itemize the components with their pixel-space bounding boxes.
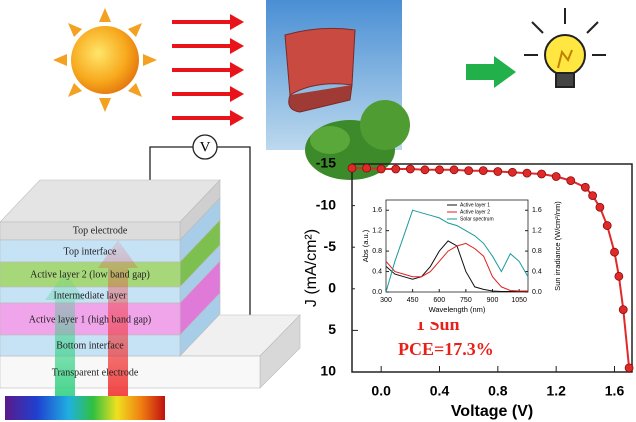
x-tick-label: 300 — [380, 297, 392, 304]
y2-tick-label: 0.8 — [532, 248, 542, 255]
y-tick-label: 0.8 — [372, 248, 382, 255]
spectrum-bar — [5, 396, 165, 420]
data-point — [478, 166, 488, 176]
light-beams — [45, 240, 138, 398]
y-tick-label: 10 — [320, 363, 336, 379]
sun-icon — [53, 8, 157, 112]
data-point — [614, 271, 624, 281]
annotation: PCE=17.3% — [398, 339, 494, 359]
data-point — [376, 164, 386, 174]
layer-label: Top electrode — [73, 225, 128, 236]
x-axis-label: Voltage (V) — [451, 403, 533, 420]
data-point — [580, 182, 590, 192]
voltmeter-label: V — [200, 139, 211, 155]
data-point — [588, 191, 598, 201]
y-tick-label: 0.0 — [372, 289, 382, 296]
plot-frame — [351, 163, 633, 373]
x-tick-label: 600 — [433, 297, 445, 304]
y-tick-label: 1.2 — [372, 228, 382, 235]
layer-label: Intermediate layer — [53, 290, 127, 301]
y2-tick-label: 0.0 — [532, 289, 542, 296]
x-tick-label: 1050 — [511, 297, 527, 304]
legend-label: Active layer 1 — [460, 202, 490, 208]
layer-label: Transparent electrode — [52, 367, 139, 378]
output-arrow — [466, 56, 516, 88]
legend-label: Solar spectrum — [460, 216, 494, 222]
data-point — [522, 168, 532, 178]
x-tick-label: 0.8 — [488, 383, 508, 399]
x-tick-label: 1.6 — [605, 383, 625, 399]
data-point — [537, 169, 546, 179]
y-tick-label: 0 — [328, 280, 336, 296]
data-point — [391, 164, 401, 174]
data-point — [610, 247, 619, 257]
x-tick-label: 750 — [460, 297, 472, 304]
legend-label: Active layer 2 — [460, 209, 490, 215]
x-tick-label: 0.4 — [430, 383, 450, 399]
data-point — [566, 176, 576, 186]
y2-tick-label: 1.2 — [532, 228, 542, 235]
x-tick-label: 0.0 — [371, 383, 391, 399]
data-line — [385, 209, 529, 293]
charts: 0.0 0.4 0.8 1.2 1.6 -15 -10 -5 0 5 10 Voltage (V) J … — [303, 155, 634, 420]
y2-tick-label: 1.6 — [532, 207, 542, 214]
y-tick-label: -5 — [324, 238, 337, 254]
data-line — [385, 242, 528, 292]
layer-label: Active layer 1 (high band gap) — [29, 314, 151, 325]
x-axis-label: Wavelength (nm) — [429, 305, 486, 314]
y-axis-label: J (mA/cm²) — [303, 229, 320, 307]
layer-label: Active layer 2 (low band gap) — [30, 269, 150, 280]
layer-label: Top interface — [64, 246, 117, 257]
y-tick-label: -15 — [316, 155, 336, 171]
data-point — [420, 165, 430, 175]
circuit — [149, 134, 251, 320]
y2-tick-label: 0.4 — [532, 268, 542, 275]
inset-background — [355, 190, 573, 322]
device-stack — [0, 179, 301, 389]
data-point — [362, 163, 371, 173]
bulb-icon — [524, 8, 606, 88]
data-point — [347, 163, 357, 173]
device-photo — [266, 0, 410, 180]
data-point — [449, 165, 459, 175]
data-point — [435, 165, 444, 175]
x-tick-label: 900 — [487, 297, 499, 304]
data-point — [405, 164, 415, 174]
data-point — [508, 167, 517, 177]
layer-label: Bottom interface — [56, 340, 124, 351]
data-point — [595, 202, 605, 212]
y-axis-label: Abs (a.u.) — [361, 229, 370, 262]
data-point — [551, 172, 561, 181]
data-point — [464, 166, 474, 176]
y2-axis-label: Sun irradiance (W/cm²/nm) — [553, 201, 562, 291]
y-tick-label: 5 — [328, 321, 336, 337]
x-tick-label: 450 — [407, 297, 419, 304]
light-arrows — [172, 14, 244, 126]
y-tick-label: 1.6 — [372, 207, 382, 214]
y-tick-label: -10 — [316, 196, 336, 212]
data-point — [618, 305, 628, 315]
y-tick-label: 0.4 — [372, 268, 382, 275]
x-tick-label: 1.2 — [546, 383, 566, 399]
data-point — [624, 363, 634, 373]
data-point — [602, 221, 612, 230]
data-point — [493, 167, 503, 176]
plot-frame — [385, 199, 529, 293]
